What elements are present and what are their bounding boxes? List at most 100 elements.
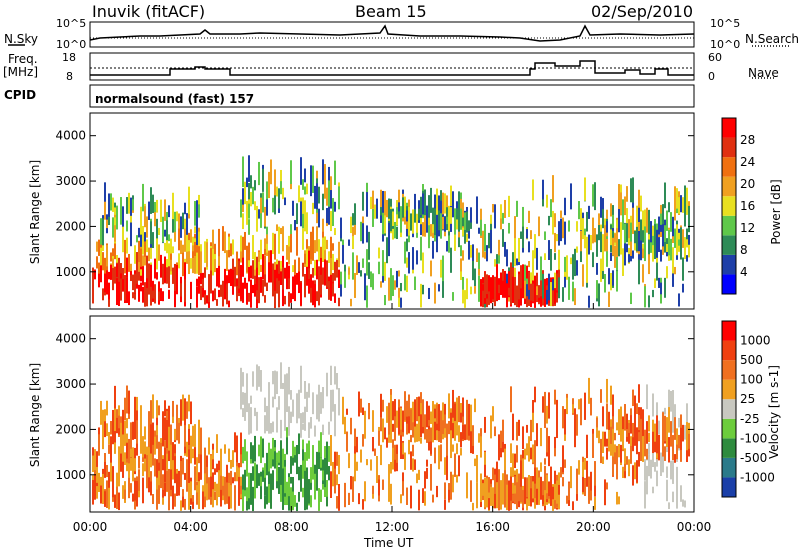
echo-cell (266, 226, 268, 235)
echo-cell (574, 419, 576, 448)
echo-cell (540, 427, 542, 447)
echo-cell (632, 465, 634, 486)
echo-cell (576, 260, 578, 275)
echo-cell (638, 189, 640, 208)
echo-cell (326, 372, 328, 397)
echo-cell (140, 417, 142, 432)
echo-cell (330, 274, 332, 301)
echo-cell (498, 286, 500, 301)
echo-cell (310, 231, 312, 260)
echo-cell (180, 240, 182, 255)
echo-cell (682, 197, 684, 213)
echo-cell (666, 479, 668, 502)
echo-cell (324, 175, 326, 199)
echo-cell (680, 485, 682, 502)
echo-cell (272, 421, 274, 433)
echo-cell (644, 209, 646, 235)
echo-cell (448, 233, 450, 253)
echo-cell (216, 463, 218, 473)
echo-cell (674, 266, 676, 275)
x-tick-label: 08:00 (274, 520, 309, 534)
echo-cell (416, 229, 418, 238)
echo-cell (296, 502, 298, 512)
echo-cell (544, 458, 546, 465)
echo-cell (226, 464, 228, 489)
echo-cell (302, 412, 304, 424)
echo-cell (108, 484, 110, 491)
echo-cell (350, 298, 352, 307)
echo-cell (662, 449, 664, 473)
echo-cell (318, 186, 320, 204)
echo-cell (382, 479, 384, 490)
echo-cell (304, 493, 306, 511)
echo-cell (188, 240, 190, 252)
echo-cell (350, 216, 352, 234)
echo-cell (174, 445, 176, 454)
echo-cell (486, 245, 488, 262)
echo-cell (160, 254, 162, 278)
echo-cell (608, 430, 610, 452)
echo-cell (132, 199, 134, 211)
colorbar-tick-label: 20 (740, 177, 755, 191)
echo-cell (554, 232, 556, 253)
echo-cell (248, 256, 250, 273)
echo-cell (126, 220, 128, 232)
echo-cell (468, 414, 470, 436)
echo-cell (328, 180, 330, 207)
echo-cell (200, 427, 202, 454)
echo-cell (584, 234, 586, 249)
echo-cell (304, 470, 306, 493)
echo-cell (206, 295, 208, 304)
echo-cell (270, 448, 272, 469)
echo-cell (404, 399, 406, 421)
echo-cell (128, 463, 130, 478)
echo-cell (434, 447, 436, 464)
echo-cell (322, 193, 324, 211)
echo-cell (418, 208, 420, 221)
echo-cell (500, 272, 502, 295)
echo-cell (276, 452, 278, 463)
echo-cell (480, 219, 482, 236)
echo-cell (138, 284, 140, 302)
echo-cell (644, 497, 646, 506)
echo-cell (660, 213, 662, 229)
echo-cell (376, 198, 378, 219)
echo-cell (584, 177, 586, 201)
echo-cell (260, 436, 262, 455)
echo-cell (258, 277, 260, 304)
echo-cell (404, 216, 406, 225)
echo-cell (108, 487, 110, 510)
echo-cell (608, 268, 610, 285)
echo-cell (168, 205, 170, 218)
echo-cell (362, 499, 364, 510)
echo-cell (548, 436, 550, 457)
echo-cell (270, 250, 272, 277)
echo-cell (294, 259, 296, 276)
echo-cell (514, 284, 516, 293)
echo-cell (674, 417, 676, 440)
echo-cell (246, 200, 248, 225)
echo-cell (612, 237, 614, 256)
echo-cell (168, 440, 170, 462)
echo-cell (300, 365, 302, 393)
echo-cell (198, 419, 200, 439)
echo-cell (252, 466, 254, 481)
echo-cell (138, 469, 140, 491)
echo-cell (572, 254, 574, 280)
echo-cell (542, 485, 544, 496)
echo-cell (672, 269, 674, 287)
echo-cell (678, 417, 680, 428)
colorbar-tick-label: 500 (740, 353, 763, 367)
echo-cell (292, 491, 294, 511)
echo-cell (164, 478, 166, 497)
echo-cell (348, 453, 350, 469)
colorbar-tick-label: 24 (740, 155, 755, 169)
echo-cell (374, 448, 376, 456)
echo-cell (488, 498, 490, 510)
echo-cell (128, 438, 130, 465)
echo-cell (470, 245, 472, 258)
echo-cell (618, 444, 620, 458)
echo-cell (382, 250, 384, 278)
echo-cell (480, 430, 482, 458)
echo-cell (310, 416, 312, 429)
